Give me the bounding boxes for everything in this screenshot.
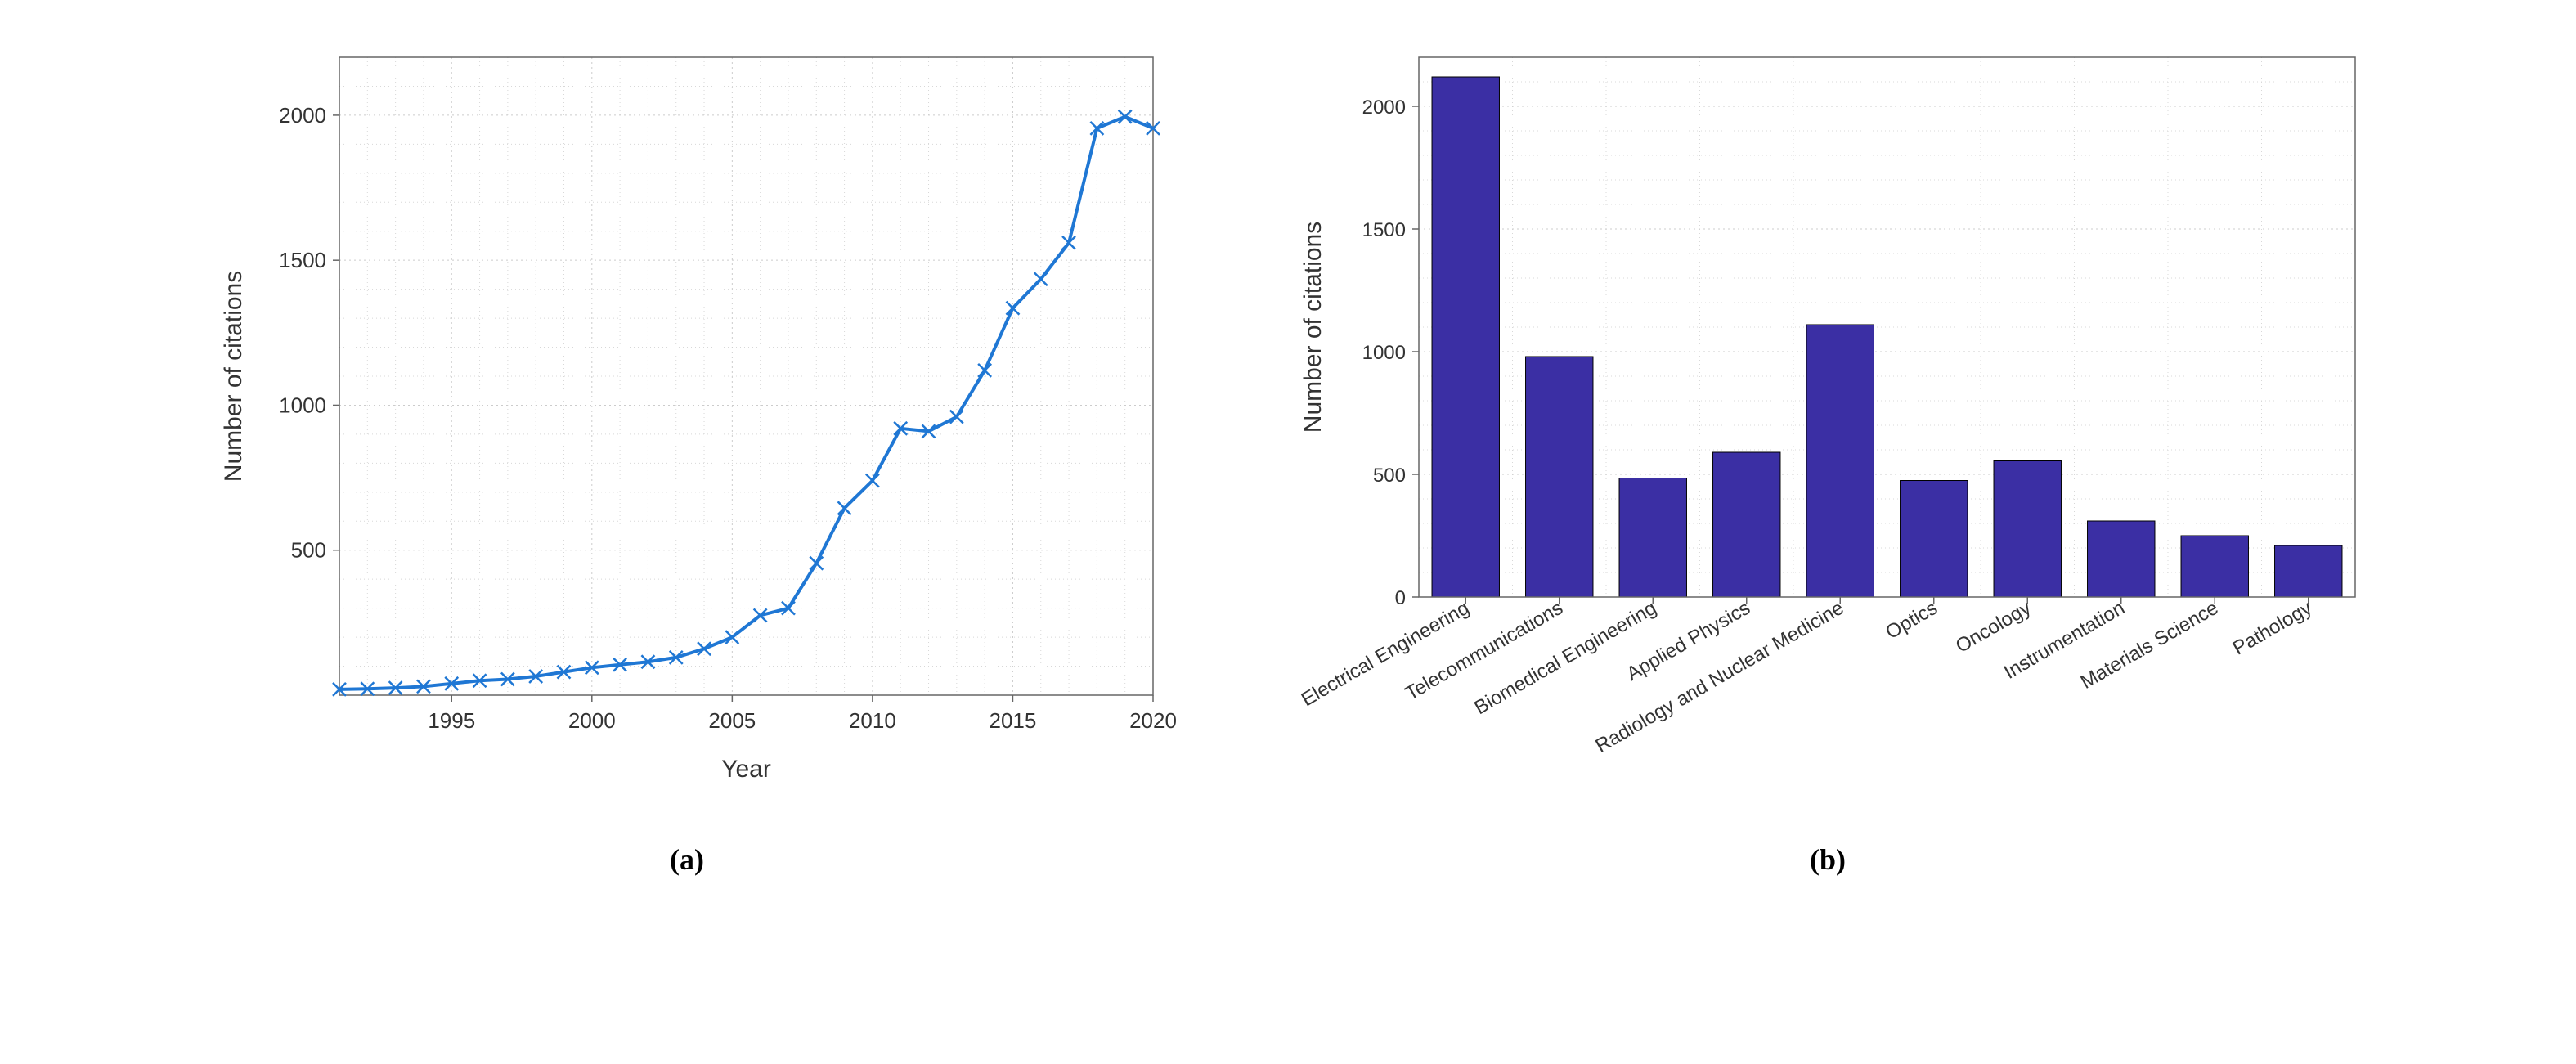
svg-text:2020: 2020 bbox=[1129, 708, 1177, 733]
svg-text:Year: Year bbox=[721, 756, 771, 783]
svg-text:Oncology: Oncology bbox=[1952, 597, 2035, 658]
svg-text:1000: 1000 bbox=[1362, 342, 1406, 364]
svg-text:1500: 1500 bbox=[1362, 219, 1406, 241]
svg-text:Number of citations: Number of citations bbox=[220, 271, 247, 482]
panel-a: 1995 2000 2005 2010 2015 2020 500 1000 1500 2000 Y… bbox=[196, 33, 1178, 877]
svg-text:Optics: Optics bbox=[1882, 597, 1941, 644]
svg-text:1995: 1995 bbox=[428, 708, 475, 733]
line-chart: 1995 2000 2005 2010 2015 2020 500 1000 1500 2000 Y… bbox=[196, 33, 1178, 810]
svg-text:0: 0 bbox=[1395, 587, 1406, 609]
svg-text:Number of citations: Number of citations bbox=[1299, 222, 1326, 433]
svg-text:2015: 2015 bbox=[990, 708, 1037, 733]
subcaption-a: (a) bbox=[670, 842, 704, 877]
svg-text:2000: 2000 bbox=[568, 708, 616, 733]
subcaption-b: (b) bbox=[1810, 842, 1846, 877]
svg-text:500: 500 bbox=[1373, 465, 1406, 487]
svg-text:2010: 2010 bbox=[849, 708, 896, 733]
svg-text:2000: 2000 bbox=[1362, 97, 1406, 119]
svg-text:Telecommunications: Telecommunications bbox=[1402, 597, 1567, 705]
svg-text:Pathology: Pathology bbox=[2229, 597, 2316, 660]
svg-text:2005: 2005 bbox=[708, 708, 756, 733]
svg-text:1500: 1500 bbox=[279, 248, 326, 272]
svg-text:500: 500 bbox=[291, 538, 326, 563]
bar-chart: 0 500 1000 1500 2000 Electrical EngineeringTe… bbox=[1276, 33, 2380, 810]
svg-text:2000: 2000 bbox=[279, 103, 326, 128]
panel-b: 0 500 1000 1500 2000 Electrical EngineeringTe… bbox=[1276, 33, 2380, 877]
svg-text:Electrical Engineering: Electrical Engineering bbox=[1298, 597, 1474, 711]
svg-text:1000: 1000 bbox=[279, 393, 326, 417]
